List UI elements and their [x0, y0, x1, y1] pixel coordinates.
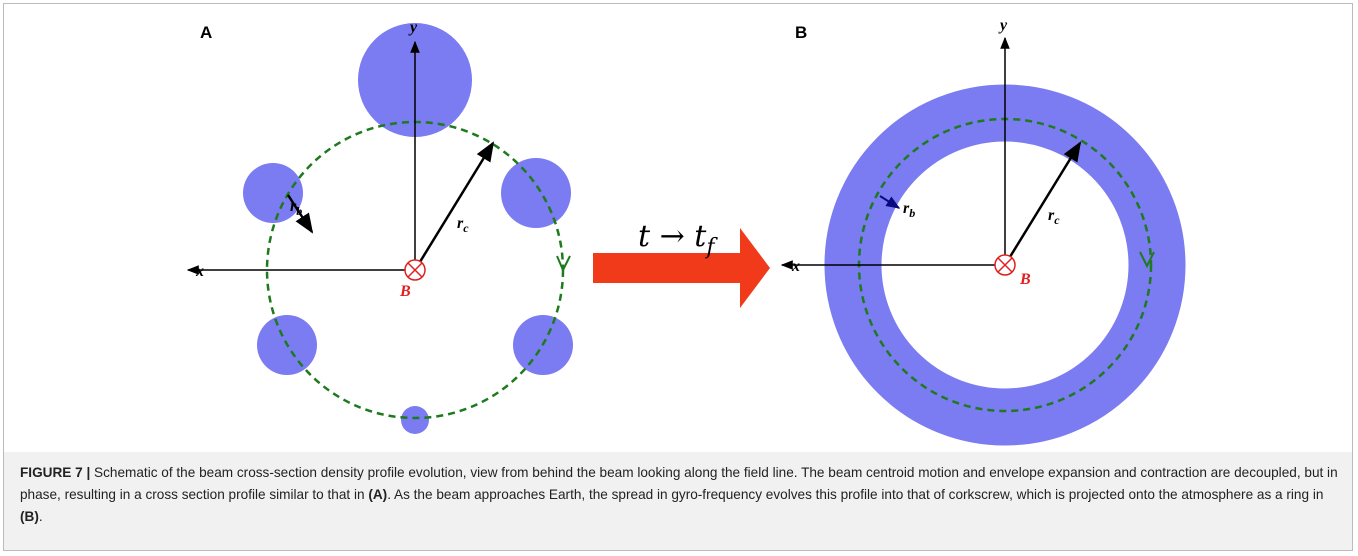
rc-label: rc [457, 215, 469, 235]
beam-blob [501, 158, 571, 228]
field-label: B [399, 283, 411, 300]
axis-label: y [998, 17, 1008, 34]
panel-a: A y x B rb rc [188, 19, 573, 434]
figure-number: FIGURE 7 | [20, 465, 90, 480]
caption-text: . [39, 509, 43, 524]
panel-label: A [200, 23, 212, 42]
panel-ref: (A) [368, 487, 387, 502]
caption: FIGURE 7 | Schematic of the beam cross-s… [4, 452, 1352, 550]
subscript: c [1054, 213, 1060, 227]
symbol: t → t [638, 219, 707, 254]
panel-b: B y x B rb rc [782, 17, 1157, 417]
caption-text: . As the beam approaches Earth, the spre… [387, 487, 1323, 502]
page: A y x B rb rc t → tf B y x B rb rc FIGUR… [0, 0, 1358, 556]
rc-arrow [415, 143, 493, 270]
transition-label: t → tf [638, 219, 718, 260]
subscript: b [296, 204, 302, 218]
diagram: A y x B rb rc t → tf B y x B rb rc [0, 0, 1358, 452]
panel-ref: (B) [20, 509, 39, 524]
rc-label: rc [1048, 207, 1060, 227]
subscript: c [463, 221, 469, 235]
transition: t → tf [593, 219, 770, 308]
subscript: b [909, 206, 915, 220]
field-label: B [1019, 271, 1031, 288]
axis-label: x [195, 263, 204, 280]
rb-label: rb [903, 200, 915, 220]
rc-arrow [1005, 143, 1080, 265]
beam-blob [401, 406, 429, 434]
panel-label: B [795, 23, 807, 42]
axis-label: y [408, 19, 418, 36]
axis-label: x [791, 258, 800, 275]
